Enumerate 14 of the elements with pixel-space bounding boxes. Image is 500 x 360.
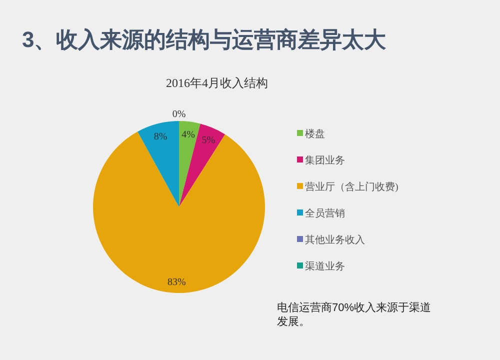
text: 0% xyxy=(172,109,186,120)
data-label: 5% xyxy=(202,135,216,146)
legend-label: 其他业务收入 xyxy=(305,234,365,246)
legend-label: 楼盘 xyxy=(305,128,325,140)
data-label: 4% xyxy=(182,130,195,141)
legend-label: 营业厅（含上门收费) xyxy=(305,181,398,193)
legend-label: 集团业务 xyxy=(305,154,345,166)
legend-label: 渠道业务 xyxy=(305,260,345,272)
text: 电信运营商70%收入来源于渠道发展。 xyxy=(277,301,432,328)
chart-title: 3、收入来源的结构与运营商差异太大 xyxy=(22,27,388,52)
legend-label: 全员营销 xyxy=(305,208,345,220)
data-label: 8% xyxy=(154,131,168,142)
chart-subtitle: 2016年4月收入结构 xyxy=(166,76,268,90)
data-label: 83% xyxy=(168,276,186,288)
